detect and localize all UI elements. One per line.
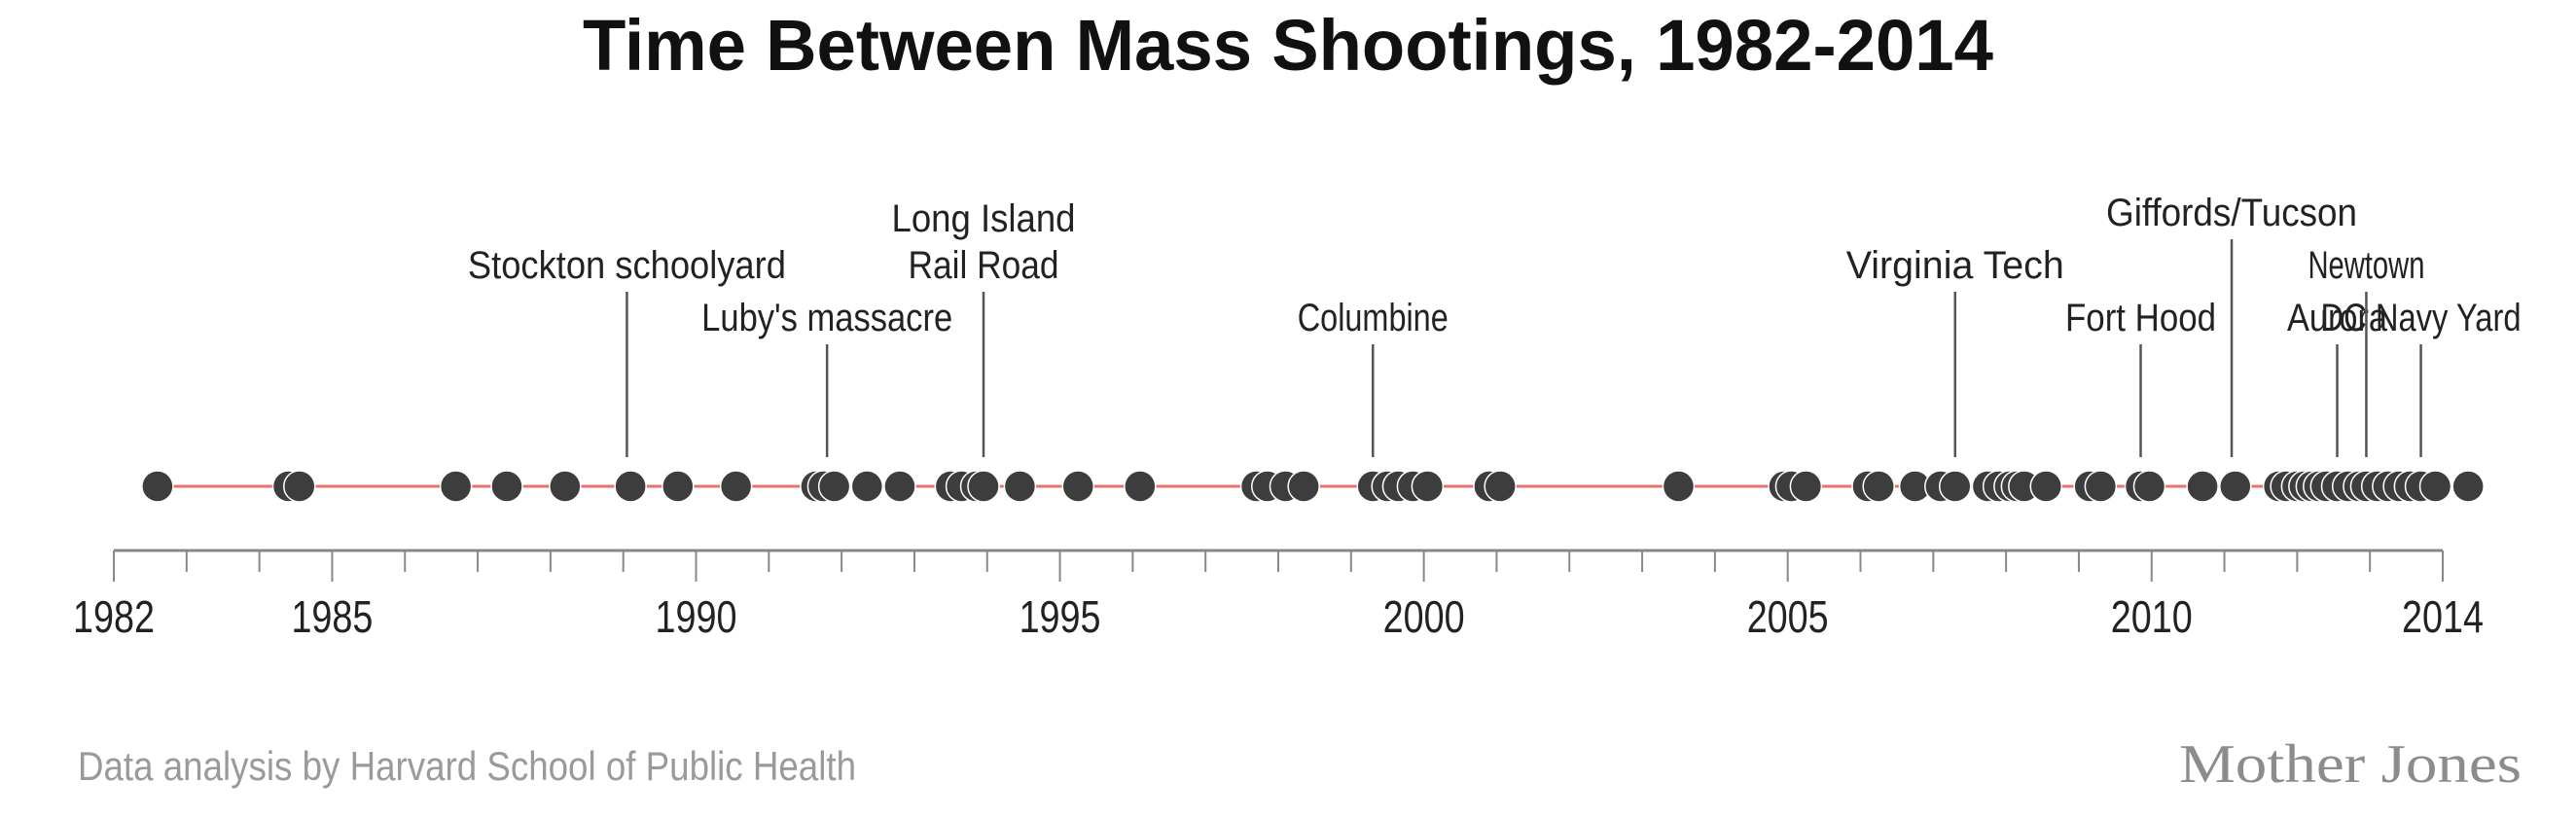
event-dot (2219, 470, 2252, 503)
event-dot (1411, 470, 1445, 503)
event-dot (1939, 470, 1972, 503)
event-dot (2029, 470, 2063, 503)
event-dot (2451, 470, 2485, 503)
tick-label: 2000 (1383, 591, 1465, 642)
event-dot (1484, 470, 1517, 503)
annotation-label: Virginia Tech (1846, 244, 2064, 287)
event-dot (141, 470, 174, 503)
tick-label: 1985 (291, 591, 373, 642)
annotation-label: Columbine (1298, 297, 1449, 339)
annotation-label: Long Island (892, 197, 1076, 240)
event-dot (439, 470, 473, 503)
tick-label: 1990 (656, 591, 737, 642)
x-ticks: 1982 1985 1990 1995 2000 2005 2010 2014 (73, 551, 2484, 642)
tick-label: 2005 (1747, 591, 1829, 642)
event-dot (817, 470, 851, 503)
tick-label: 2010 (2111, 591, 2193, 642)
event-dot (283, 470, 316, 503)
annotation-label: Giffords/Tucson (2106, 192, 2357, 234)
event-dot (490, 470, 523, 503)
annotation-label: Luby's massacre (701, 297, 952, 339)
event-dot (1061, 470, 1095, 503)
event-dot (967, 470, 1000, 503)
event-dot (549, 470, 582, 503)
tick-label: 2014 (2402, 591, 2484, 642)
event-dot (2186, 470, 2219, 503)
tick-label: 1995 (1020, 591, 1101, 642)
event-dot (614, 470, 647, 503)
annotation-label: Aurora (2287, 297, 2388, 339)
event-dot (2084, 470, 2118, 503)
event-dot (1124, 470, 1157, 503)
event-dot (719, 470, 753, 503)
annotation-label: Fort Hood (2065, 297, 2216, 339)
annotations: Stockton schoolyard Luby's massacre Long I… (468, 192, 2522, 457)
event-dot (662, 470, 695, 503)
mother-jones-logo: Mother Jones (2179, 734, 2522, 795)
event-dot (2132, 470, 2166, 503)
event-dot (1287, 470, 1320, 503)
annotation-label: DC Navy Yard (2321, 297, 2522, 339)
event-dot (1003, 470, 1037, 503)
credit-text: Data analysis by Harvard School of Publi… (78, 743, 856, 789)
event-dot (1662, 470, 1696, 503)
annotation-label: Stockton schoolyard (468, 244, 786, 287)
event-dot (883, 470, 916, 503)
event-dot (850, 470, 884, 503)
event-dot (1862, 470, 1895, 503)
event-dots (141, 470, 2485, 503)
annotation-label: Rail Road (909, 244, 1059, 287)
tick-label: 1982 (73, 591, 155, 642)
event-dot (1789, 470, 1823, 503)
annotation-label: Newtown (2308, 244, 2424, 287)
event-dot (2418, 470, 2452, 503)
chart-title: Time Between Mass Shootings, 1982-2014 (583, 5, 1993, 86)
